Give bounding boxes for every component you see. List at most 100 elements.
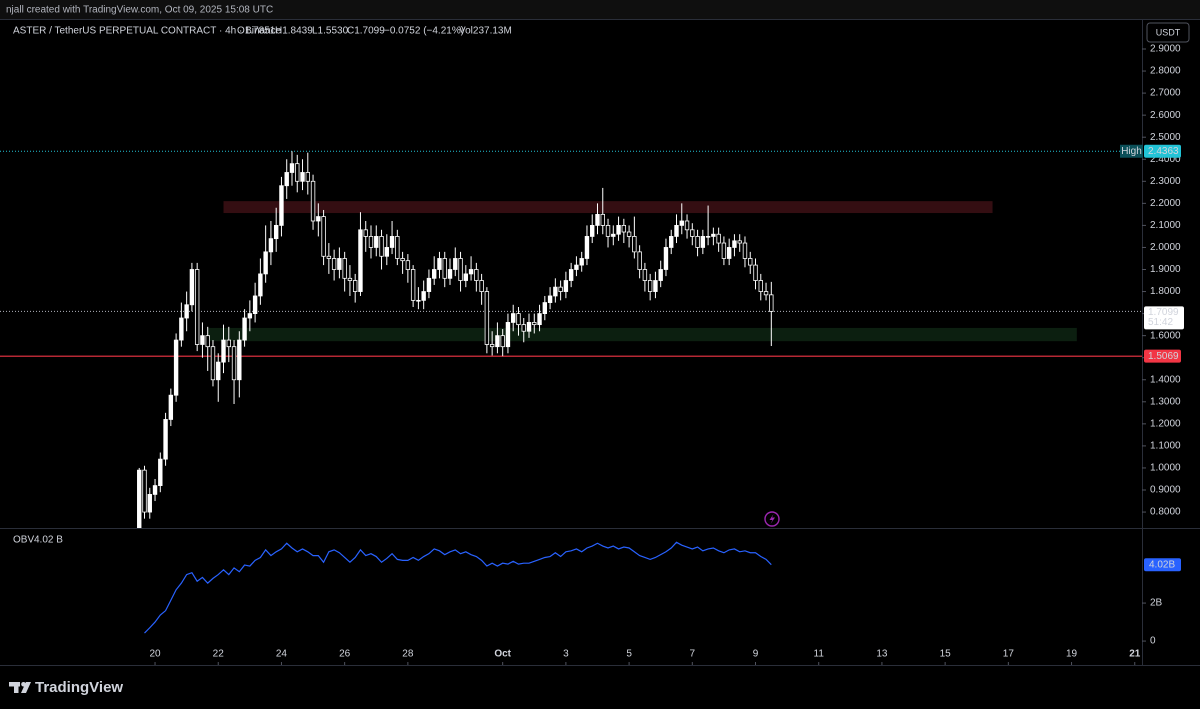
candle-body: [547, 295, 553, 303]
candle-body: [621, 225, 627, 233]
candle-body: [537, 313, 542, 326]
candle-body: [721, 242, 727, 259]
x-tick-label: 13: [876, 649, 888, 660]
high-tag-label: High: [1121, 146, 1142, 157]
candle-body: [769, 294, 774, 312]
y-tick-label: 2.2000: [1150, 198, 1181, 209]
last-price-box: [1144, 306, 1184, 330]
candle-body: [342, 258, 347, 279]
candle-body: [189, 269, 195, 306]
candle-body: [268, 238, 274, 253]
last-price: 1.7099: [1148, 307, 1179, 318]
candle-body: [468, 269, 474, 275]
x-tick-label: 11: [814, 649, 825, 660]
candle-body: [616, 225, 621, 235]
high-tag: [1120, 144, 1143, 158]
candle-body: [568, 269, 574, 281]
candle-body: [653, 280, 658, 292]
candle-body: [416, 299, 421, 302]
x-tick-label: 26: [339, 649, 351, 660]
obv-tick-label: 0: [1150, 636, 1156, 647]
candle-body: [474, 269, 479, 281]
candle-body: [595, 213, 600, 226]
candle-body: [158, 458, 163, 486]
candle-body: [305, 172, 310, 182]
candle-body: [184, 304, 189, 319]
candle-body: [321, 216, 326, 257]
candle-body: [205, 335, 210, 348]
candle-body: [679, 220, 684, 226]
candle-body: [669, 236, 674, 248]
currency[interactable]: USDT: [1156, 27, 1181, 37]
candle-body: [347, 277, 353, 281]
candle-body: [558, 286, 563, 292]
legend-item: O1.7851: [237, 26, 276, 37]
candle-body: [395, 236, 400, 259]
x-tick-label: 28: [402, 649, 414, 660]
y-tick-label: 1.8000: [1150, 286, 1181, 297]
currency-button[interactable]: [1146, 22, 1190, 43]
candle-body: [658, 269, 663, 281]
icon-bolt[interactable]: [769, 514, 776, 524]
candle-body: [511, 313, 516, 323]
candle-body: [247, 313, 253, 319]
candle-body: [279, 185, 284, 226]
candle-body: [263, 251, 268, 275]
x-tick-label: 22: [213, 649, 225, 660]
candle-body: [590, 225, 595, 237]
candle-body: [300, 172, 305, 182]
candle-body: [421, 291, 426, 301]
candle-body: [173, 339, 179, 396]
candle-body: [405, 260, 411, 270]
zone: [207, 327, 1077, 342]
obv-last: 4.02B: [1149, 559, 1175, 570]
candle-body: [374, 236, 379, 248]
legend-item: ASTER / TetherUS PERPETUAL CONTRACT · 4h…: [13, 26, 282, 37]
candle-body: [542, 302, 548, 315]
candle-body: [284, 172, 289, 187]
candle-body: [505, 322, 511, 348]
candle-body: [273, 225, 279, 240]
x-tick-label: 17: [1003, 649, 1015, 660]
icon-ring[interactable]: [764, 511, 780, 527]
candle-body: [258, 273, 263, 297]
obv-pane: [144, 541, 772, 634]
candle-body: [584, 236, 590, 259]
y-tick-label: 0.8000: [1150, 507, 1181, 518]
candle-body: [637, 251, 642, 270]
obv-line: [144, 541, 772, 634]
y-tick-label: 2.0000: [1150, 242, 1181, 253]
candle-body: [684, 220, 690, 231]
candle-body: [453, 258, 458, 270]
y-tick-label: 1.2000: [1150, 418, 1181, 429]
candle-body: [194, 269, 200, 345]
candle-body: [237, 339, 242, 381]
x-tick-label: 3: [563, 649, 569, 660]
candle-body: [337, 258, 342, 270]
candle-body: [384, 247, 389, 257]
obv-last-box: [1144, 558, 1181, 572]
candle-body: [426, 277, 432, 292]
candle-body: [532, 322, 537, 326]
candle-body: [137, 469, 142, 528]
y-tick-label: 0.9000: [1150, 485, 1181, 496]
candle-body: [326, 255, 332, 259]
candle-body: [690, 229, 695, 237]
y-tick-label: 2.9000: [1150, 44, 1181, 55]
x-tick-label: 15: [940, 649, 952, 660]
candle-body: [489, 344, 495, 348]
x-tick-label: Oct: [494, 649, 511, 660]
candle-body: [626, 231, 632, 237]
legend-item: H1.8439: [275, 26, 313, 37]
candle-body: [168, 394, 174, 420]
logo-slash: [21, 682, 31, 693]
candle-body: [410, 269, 416, 301]
logo: [9, 682, 31, 693]
lightning-icon[interactable]: [764, 511, 780, 527]
candle-body: [484, 291, 490, 345]
candle-body: [442, 258, 447, 279]
candle-body: [352, 280, 358, 292]
candle-body: [142, 469, 147, 513]
